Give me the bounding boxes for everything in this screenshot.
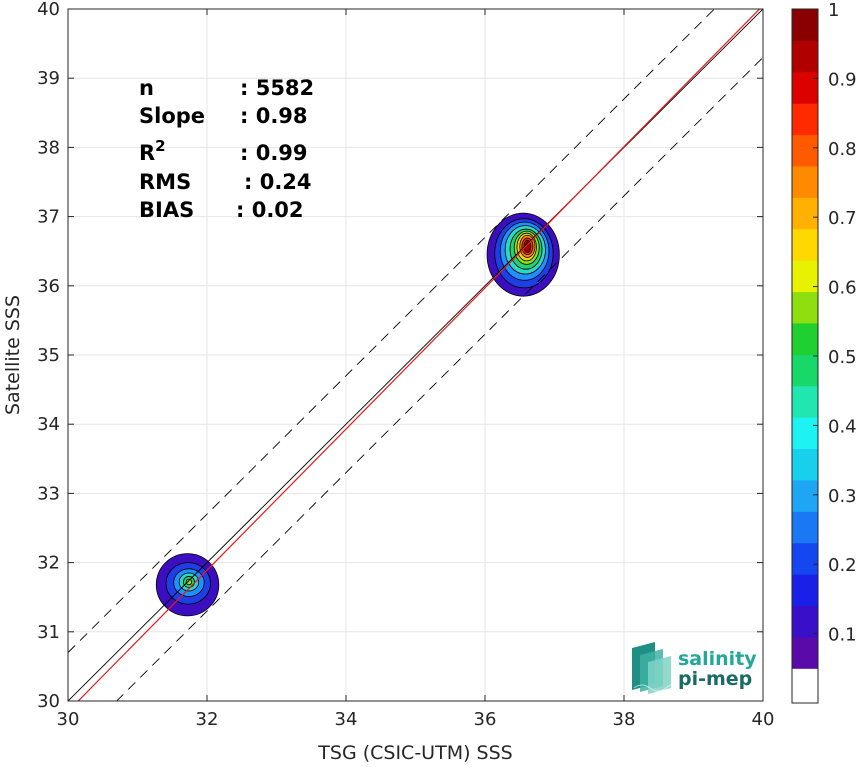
logo-line-1: salinity	[678, 648, 757, 670]
colorbar-segment	[792, 511, 818, 544]
colorbar-segment	[792, 228, 818, 261]
colorbar-segment	[792, 165, 818, 198]
y-tick-label: 39	[37, 68, 60, 89]
x-axis-ticks: 30 32 34 36 38 40	[57, 9, 775, 730]
x-tick-label: 40	[752, 709, 775, 730]
colorbar-segment	[792, 479, 818, 512]
colorbar-segment	[792, 103, 818, 136]
stat-label: Slope	[139, 104, 205, 128]
colorbar-tick-label: 0.7	[828, 208, 857, 229]
upper-bound-line	[68, 9, 715, 653]
colorbar-tick-label: 0.5	[828, 347, 857, 368]
stats-box: n : 5582 Slope : 0.98 R2 : 0.99 RMS : 0.24 BIAS:…	[139, 76, 314, 222]
colorbar-segment	[792, 197, 818, 230]
colorbar-segment	[792, 668, 818, 703]
colorbar-segment	[792, 542, 818, 575]
y-tick-label: 33	[37, 483, 60, 504]
colorbar-segment	[792, 134, 818, 167]
colorbar-segment	[792, 71, 818, 104]
colorbar-tick-label: 1	[828, 0, 839, 21]
colorbar-tick-label: 0.6	[828, 278, 857, 299]
colorbar-segment	[792, 354, 818, 387]
x-tick-label: 36	[474, 709, 497, 730]
identity-line	[68, 9, 763, 701]
colorbar-segment	[792, 291, 818, 324]
colorbar-segment	[792, 417, 818, 450]
stat-label: RMS	[139, 170, 191, 194]
x-axis-label: TSG (CSIC-UTM) SSS	[317, 742, 512, 764]
colorbar-segment	[792, 40, 818, 73]
y-axis-ticks: 30 31 32 33 34 35 36 37 38 39 40	[37, 0, 763, 712]
stat-value: : 5582	[240, 76, 314, 100]
x-tick-label: 38	[613, 709, 636, 730]
stat-value: : 0.02	[236, 198, 304, 222]
colorbar-tick-label: 0.9	[828, 69, 857, 90]
stat-value: : 0.98	[240, 104, 308, 128]
salinity-pimep-logo: salinity pi-mep	[632, 642, 757, 694]
y-tick-label: 40	[37, 0, 60, 20]
colorbar-segment	[792, 448, 818, 481]
y-tick-label: 35	[37, 345, 60, 366]
y-tick-label: 37	[37, 207, 60, 228]
colorbar-segment	[792, 9, 818, 41]
y-axis-label: Satellite SSS	[2, 295, 24, 415]
colorbar-segment	[792, 260, 818, 293]
colorbar-tick-label: 0.3	[828, 486, 857, 507]
y-tick-label: 38	[37, 137, 60, 158]
y-tick-label: 34	[37, 414, 60, 435]
colorbar-segment	[792, 605, 818, 638]
stat-label: n	[139, 76, 154, 100]
x-tick-label: 30	[57, 709, 80, 730]
wave-icon	[632, 642, 675, 694]
colorbar-tick-label: 0.4	[828, 416, 857, 437]
density-cluster	[155, 553, 220, 617]
y-tick-label: 32	[37, 553, 60, 574]
stat-label: BIAS	[139, 198, 194, 222]
regression-line	[77, 9, 761, 701]
lower-bound-line	[116, 57, 763, 701]
colorbar-tick-label: 0.2	[828, 555, 857, 576]
density-cluster	[486, 212, 560, 297]
stat-value: : 0.24	[244, 170, 312, 194]
colorbar-segment	[792, 322, 818, 355]
colorbar-tick-label: 0.1	[828, 625, 857, 646]
colorbar-segment	[792, 385, 818, 418]
reference-lines	[68, 9, 763, 701]
x-tick-label: 34	[335, 709, 358, 730]
y-tick-label: 30	[37, 691, 60, 712]
y-tick-label: 31	[37, 622, 60, 643]
x-tick-label: 32	[196, 709, 219, 730]
colorbar-segment	[792, 574, 818, 607]
logo-line-2: pi-mep	[678, 668, 752, 690]
colorbar: 0.1 0.2 0.3 0.4 0.5 0.6 0.7 0.8 0.9 1	[791, 0, 857, 704]
colorbar-tick-label: 0.8	[828, 139, 857, 160]
density-contour	[185, 578, 193, 586]
stat-value: : 0.99	[240, 141, 308, 165]
stat-label: R2	[139, 137, 166, 165]
y-tick-label: 36	[37, 276, 60, 297]
colorbar-segment	[792, 636, 818, 669]
